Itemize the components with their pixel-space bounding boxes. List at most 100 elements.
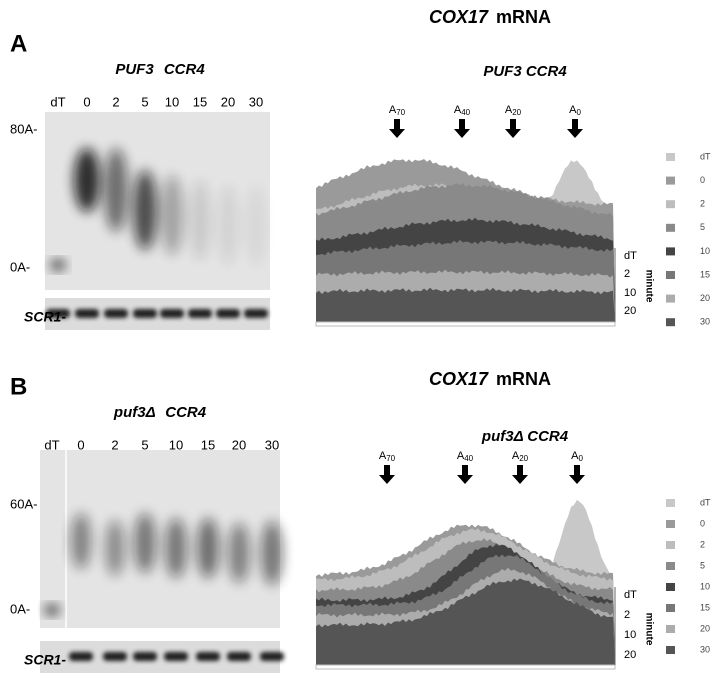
marker-sub: 40 xyxy=(464,454,473,463)
tail-marker: A20 xyxy=(512,450,529,463)
legend-label: 15 xyxy=(700,602,710,612)
genotype: PUF3 CCR4 xyxy=(115,61,205,78)
loading-band xyxy=(46,309,70,318)
depth-label: 10 xyxy=(624,629,636,641)
area-layer xyxy=(316,287,615,322)
legend-label: 2 xyxy=(700,199,705,209)
depth-label: 20 xyxy=(624,305,636,317)
arrow xyxy=(505,119,521,138)
loading-band xyxy=(160,309,184,318)
legend-label: dT xyxy=(700,497,711,507)
legend-label: 10 xyxy=(700,581,710,591)
depth-label: dT xyxy=(624,589,637,601)
lane-label: 2 xyxy=(111,437,118,452)
gel-band xyxy=(134,513,156,573)
depth-label: 20 xyxy=(624,649,636,661)
legend-label: 30 xyxy=(700,644,710,654)
lane-label: 30 xyxy=(249,94,263,109)
plot-floor xyxy=(315,321,616,327)
gel-band xyxy=(218,185,238,265)
legend-swatch xyxy=(666,499,675,507)
tail-marker: A70 xyxy=(389,104,406,117)
size-marker: 0A- xyxy=(10,259,30,274)
marker-base: A xyxy=(454,104,462,116)
legend-swatch xyxy=(666,200,675,209)
loading-band xyxy=(216,309,240,318)
legend-swatch xyxy=(666,604,675,612)
legend-swatch xyxy=(666,176,675,185)
plot-title: COX17 mRNA xyxy=(429,369,551,389)
legend-label: 15 xyxy=(700,269,710,279)
lane-label: 30 xyxy=(265,437,279,452)
marker-base: A xyxy=(457,450,465,462)
legend-swatch xyxy=(666,318,675,327)
tail-marker: A70 xyxy=(379,450,396,463)
size-marker: 0A- xyxy=(10,601,30,616)
lane-label: 15 xyxy=(201,437,215,452)
loading-band xyxy=(133,652,157,661)
legend-swatch xyxy=(666,153,675,161)
tail-marker: A40 xyxy=(457,450,474,463)
tail-marker: A0 xyxy=(569,104,581,117)
tail-marker: A40 xyxy=(454,104,471,117)
plot-subtitle: puf3Δ CCR4 xyxy=(481,428,569,445)
gel-band xyxy=(228,523,250,583)
loading-label: SCR1- xyxy=(24,652,66,668)
size-marker: 60A- xyxy=(10,496,37,511)
legend-label: 10 xyxy=(700,246,710,256)
lane-label: 5 xyxy=(141,437,148,452)
gel-band xyxy=(104,148,128,232)
depth-label: dT xyxy=(624,250,637,262)
legend-label: 5 xyxy=(700,222,705,232)
arrow xyxy=(454,119,470,138)
marker-base: A xyxy=(569,104,577,116)
arrow xyxy=(457,465,473,484)
gel-band xyxy=(261,521,283,585)
genotype: puf3Δ CCR4 xyxy=(113,404,207,421)
gel-band xyxy=(51,260,65,270)
gel-band xyxy=(74,148,100,212)
panel: A PUF3 CCR4 dT 0 2 5 10 15 20 30 80A- 0A- SCR1- COX17… xyxy=(10,7,711,330)
depth-title: minute xyxy=(643,613,654,646)
legend-label: 0 xyxy=(700,518,705,528)
plot-subtitle: PUF3 CCR4 xyxy=(483,63,567,80)
marker-base: A xyxy=(505,104,513,116)
gel-band xyxy=(165,518,187,578)
marker-base: A xyxy=(379,450,387,462)
legend-swatch xyxy=(666,247,675,256)
legend-label: 30 xyxy=(700,317,710,327)
legend-label: 20 xyxy=(700,623,710,633)
gel-band xyxy=(45,605,59,615)
marker-sub: 0 xyxy=(576,108,581,117)
legend-label: 20 xyxy=(700,293,710,303)
size-marker: 80A- xyxy=(10,121,37,136)
legend-swatch xyxy=(666,646,675,654)
lane-label: 5 xyxy=(141,94,148,109)
gel-band xyxy=(197,518,219,578)
tail-marker: A20 xyxy=(505,104,522,117)
legend-swatch xyxy=(666,541,675,549)
panel-letter: A xyxy=(10,30,27,57)
loading-band xyxy=(103,652,127,661)
lane-label: 10 xyxy=(169,437,183,452)
panel-letter: B xyxy=(10,373,27,400)
legend-swatch xyxy=(666,520,675,528)
legend-swatch xyxy=(666,271,675,279)
lane-label: 20 xyxy=(221,94,235,109)
lane-label: 15 xyxy=(193,94,207,109)
loading-band xyxy=(133,309,157,318)
arrow xyxy=(569,465,585,484)
depth-label: 10 xyxy=(624,287,636,299)
gel-band xyxy=(190,180,210,260)
loading-label: SCR1- xyxy=(24,309,66,325)
lane-label: 0 xyxy=(77,437,84,452)
lane-label: 20 xyxy=(232,437,246,452)
gel-band xyxy=(161,175,183,255)
marker-sub: 70 xyxy=(396,108,405,117)
gel-band xyxy=(105,520,125,576)
arrow xyxy=(512,465,528,484)
gene: COX17 xyxy=(429,7,489,27)
gel-band xyxy=(133,170,157,250)
marker-sub: 20 xyxy=(519,454,528,463)
legend-label: 2 xyxy=(700,539,705,549)
